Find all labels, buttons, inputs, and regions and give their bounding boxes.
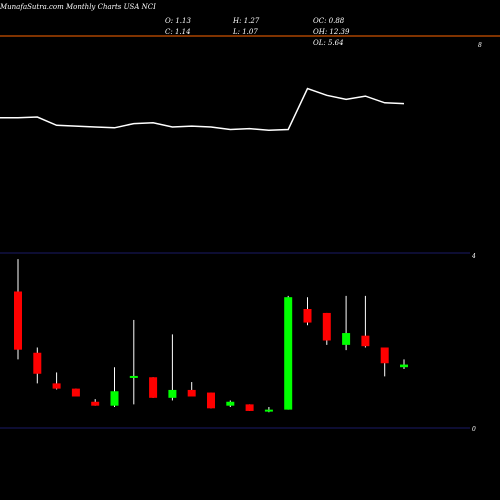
candle-body bbox=[342, 333, 351, 345]
candle-12 bbox=[226, 400, 235, 407]
candle-body bbox=[129, 375, 138, 378]
candle-body bbox=[52, 383, 61, 389]
close-label: C: 1.14 bbox=[165, 28, 191, 36]
candle-body bbox=[71, 388, 80, 397]
candle-body bbox=[91, 401, 100, 406]
candle-1 bbox=[14, 259, 22, 360]
chart-title: MunafaSutra.com Monthly Charts USA NCI bbox=[0, 3, 156, 11]
candle-14 bbox=[264, 407, 273, 413]
candle-axis-top-label: 4 bbox=[471, 253, 476, 260]
candle-20 bbox=[380, 347, 389, 377]
candle-body bbox=[110, 391, 119, 406]
open-label: O: 1.13 bbox=[165, 17, 191, 25]
candle-2 bbox=[33, 347, 42, 384]
high-label: H: 1.27 bbox=[233, 17, 260, 25]
ol-label: OL: 5.64 bbox=[313, 39, 344, 47]
candle-8 bbox=[149, 377, 158, 398]
candle-body bbox=[400, 364, 408, 368]
candle-body bbox=[380, 347, 389, 364]
oc-label: OC: 0.88 bbox=[313, 17, 345, 25]
candle-body bbox=[322, 312, 331, 341]
line-axis-label: 8 bbox=[478, 42, 482, 49]
candle-body bbox=[226, 401, 235, 406]
candle-body bbox=[14, 291, 22, 350]
candle-11 bbox=[207, 392, 215, 409]
candle-18 bbox=[342, 295, 351, 351]
candle-15 bbox=[284, 295, 293, 410]
candle-9 bbox=[168, 334, 177, 401]
candle-body bbox=[168, 389, 177, 398]
line-series bbox=[0, 87, 405, 132]
candle-6 bbox=[110, 367, 119, 407]
candle-body bbox=[149, 377, 158, 398]
candle-body bbox=[207, 392, 215, 409]
candle-body bbox=[303, 309, 312, 323]
oh-label: OH: 12.39 bbox=[313, 28, 350, 36]
candle-10 bbox=[187, 382, 196, 397]
candle-body bbox=[284, 297, 293, 410]
candle-axis-bottom-label: 0 bbox=[472, 426, 476, 433]
candle-3 bbox=[52, 372, 61, 390]
candle-body bbox=[245, 404, 254, 411]
candle-body bbox=[361, 335, 370, 347]
candle-17 bbox=[322, 312, 331, 345]
candle-19 bbox=[361, 295, 370, 348]
low-label: L: 1.07 bbox=[233, 28, 258, 36]
candle-body bbox=[33, 352, 42, 374]
candle-16 bbox=[303, 297, 312, 326]
candle-7 bbox=[129, 319, 138, 405]
candle-13 bbox=[245, 404, 254, 411]
candle-21 bbox=[400, 359, 408, 369]
candle-body bbox=[187, 389, 196, 397]
candle-5 bbox=[91, 399, 100, 406]
candle-4 bbox=[71, 388, 80, 397]
candle-body bbox=[264, 409, 273, 412]
